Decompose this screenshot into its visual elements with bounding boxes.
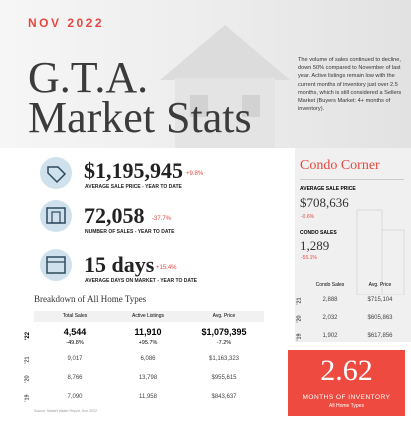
cell: $1,163,323 (208, 356, 240, 362)
condo-change: -55.1% (301, 255, 317, 261)
summary: The volume of sales continued to decline… (298, 57, 402, 113)
inventory-sublabel: All Home Types (329, 403, 364, 409)
cell: 7,090 (67, 394, 83, 400)
stat-change: -37.7% (152, 216, 172, 222)
cell: 11,958 (139, 394, 157, 400)
inventory-value: 2.62 (320, 354, 373, 387)
stat-label: AVERAGE DAYS ON MARKET - YEAR TO DATE (85, 278, 197, 284)
table-header-bg (34, 311, 264, 322)
inventory-box (288, 350, 405, 416)
cell: 6,086 (140, 356, 156, 362)
cell: 1,902 (322, 333, 338, 339)
cell: 4,544 (63, 327, 87, 337)
stat-change: +9.8% (186, 171, 204, 177)
inventory-label: MONTHS OF INVENTORY (302, 394, 391, 401)
stat-label: NUMBER OF SALES - YEAR TO DATE (85, 229, 175, 235)
cell-change: +95.7% (138, 340, 158, 346)
cell: $1,079,395 (201, 327, 247, 337)
title-line: G.T.A. (28, 53, 149, 102)
column-header: Condo Sales (315, 282, 345, 288)
stat-icons (40, 157, 72, 281)
cell: $617,856 (367, 333, 393, 339)
condo-label: CONDO SALES (300, 230, 337, 236)
cell-change: -49.8% (66, 340, 84, 346)
source: Source: Market Watch Report, Nov 2022 (34, 409, 97, 413)
year-label: '22 (25, 331, 32, 341)
condo-change: -0.6% (301, 214, 315, 220)
stat-change: +15.4% (156, 265, 177, 271)
cell: 8,766 (67, 375, 83, 381)
condo-title: Condo Corner (300, 158, 380, 173)
table-title: Breakdown of All Home Types (34, 294, 147, 304)
year-label: '19 (24, 394, 31, 402)
cell: 9,017 (67, 356, 83, 362)
column-header: Active Listings (132, 313, 164, 319)
column-header: Total Sales (62, 313, 88, 319)
cell: $955,615 (211, 375, 237, 381)
date: NOV 2022 (28, 16, 105, 30)
column-header: Avg. Price (368, 282, 392, 288)
year-label: '20 (296, 315, 303, 323)
condo-value: $708,636 (300, 195, 349, 210)
year-label: '19 (296, 333, 303, 341)
condo-panel (295, 148, 411, 342)
stat-value: 72,058 (84, 203, 145, 228)
year-label: '20 (24, 375, 31, 383)
cell: 11,910 (134, 327, 162, 337)
stat-value: 15 days (84, 252, 155, 277)
cell: 2,032 (322, 315, 338, 321)
condo-divider (300, 179, 404, 180)
cell: $843,637 (211, 394, 237, 400)
stat-label: AVERAGE SALE PRICE - YEAR TO DATE (85, 184, 182, 190)
title-line: Market Stats (28, 93, 252, 142)
house-graphic (160, 25, 290, 148)
building-graphic (356, 209, 405, 295)
cell: 13,798 (138, 375, 158, 381)
year-label: '21 (24, 356, 31, 364)
stat-value: $1,195,945 (84, 158, 183, 183)
cell: $715,104 (367, 297, 393, 303)
condo-value: 1,289 (300, 238, 330, 253)
year-label: '21 (296, 297, 303, 305)
column-header: Avg. Price (212, 313, 236, 319)
cell: $605,863 (367, 315, 393, 321)
cell: 2,888 (322, 297, 338, 303)
condo-label: AVERAGE SALE PRICE (300, 186, 356, 192)
cell-change: -7.2% (216, 340, 232, 346)
